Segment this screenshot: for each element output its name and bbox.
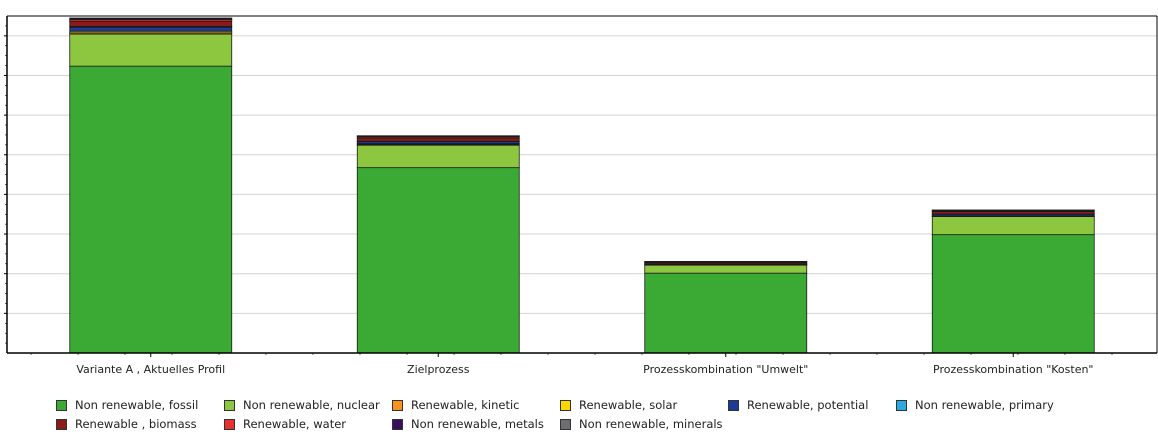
bar-stack (644, 261, 808, 354)
x-tick-label: Variante A , Aktuelles Profil (76, 363, 225, 376)
axes (4, 15, 1158, 357)
legend-item: Non renewable, minerals (560, 417, 728, 431)
legend-item: Non renewable, nuclear (224, 398, 392, 412)
legend-label: Non renewable, fossil (75, 398, 199, 412)
bar-segment (356, 137, 520, 142)
legend-item: Renewable, potential (728, 398, 896, 412)
legend-swatch (224, 418, 235, 430)
bar-segment (931, 216, 1095, 236)
bar-stack (931, 209, 1095, 354)
legend: Non renewable, fossil Non renewable, nucl… (56, 398, 1136, 431)
bar-segment (69, 26, 233, 32)
legend-swatch (392, 399, 403, 411)
legend-swatch (56, 418, 67, 430)
bar-stack (356, 135, 520, 354)
legend-label: Renewable , biomass (75, 417, 197, 431)
legend-swatch (728, 399, 739, 411)
x-tick-labels: Variante A , Aktuelles Profil Zielprozess… (76, 363, 1093, 376)
bar-segment (69, 33, 233, 67)
x-tick-label: Prozesskombination "Umwelt" (643, 363, 808, 376)
legend-item: Non renewable, fossil (56, 398, 224, 412)
legend-label: Non renewable, primary (915, 398, 1054, 412)
stacked-bar-chart: Variante A , Aktuelles Profil Zielprozess… (4, 15, 1158, 376)
legend-label: Non renewable, nuclear (243, 398, 380, 412)
bar-segment (931, 234, 1095, 354)
legend-item: Non renewable, primary (896, 398, 1064, 412)
legend-item: Non renewable, metals (392, 417, 560, 431)
bar-stacks (69, 17, 1095, 354)
legend-label: Renewable, solar (579, 398, 678, 412)
bar-segment (69, 20, 233, 27)
legend-swatch (56, 399, 67, 411)
legend-item: Renewable, kinetic (392, 398, 560, 412)
legend-swatch (224, 399, 235, 411)
legend-label: Renewable, potential (747, 398, 869, 412)
bar-segment (356, 167, 520, 354)
legend-swatch (560, 418, 571, 430)
legend-label: Renewable, water (243, 417, 347, 431)
bar-stack (69, 17, 233, 354)
legend-item: Renewable , biomass (56, 417, 224, 431)
legend-label: Non renewable, minerals (579, 417, 723, 431)
legend-label: Non renewable, metals (411, 417, 544, 431)
legend-swatch (392, 418, 403, 430)
legend-item: Renewable, water (224, 417, 392, 431)
bar-segment (69, 65, 233, 354)
legend-swatch (560, 399, 571, 411)
legend-label: Renewable, kinetic (411, 398, 520, 412)
bar-segment (644, 272, 808, 354)
bar-segment (644, 264, 808, 274)
x-tick-label: Prozesskombination "Kosten" (933, 363, 1094, 376)
legend-swatch (896, 399, 907, 411)
x-tick-label: Zielprozess (407, 363, 470, 376)
bar-segment (356, 144, 520, 169)
legend-item: Renewable, solar (560, 398, 728, 412)
